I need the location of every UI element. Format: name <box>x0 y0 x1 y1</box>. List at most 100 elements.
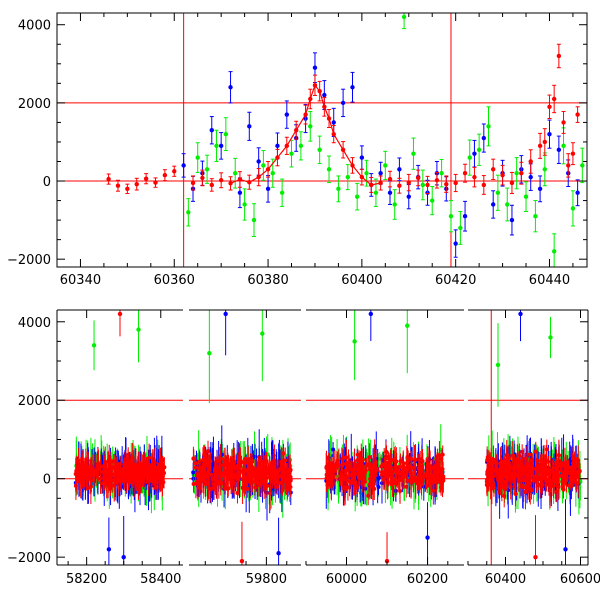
blue-data-point <box>209 128 214 133</box>
red-data-point <box>204 474 209 479</box>
red-data-point <box>353 484 358 489</box>
red-data-point <box>145 464 150 469</box>
red-data-point <box>398 458 403 463</box>
red-data-point <box>523 468 528 473</box>
green-data-point <box>326 167 332 172</box>
red-data-point <box>208 472 213 477</box>
red-data-point <box>228 472 233 477</box>
red-data-point <box>519 171 524 176</box>
red-data-point <box>129 474 134 479</box>
red-data-point <box>509 180 515 186</box>
red-data-point <box>501 474 506 479</box>
green-data-point <box>261 163 266 168</box>
green-data-point <box>251 217 257 223</box>
red-data-point <box>425 182 430 188</box>
red-data-point <box>406 180 411 185</box>
red-data-point <box>444 181 449 187</box>
green-data-point <box>486 124 491 129</box>
red-data-point <box>201 466 206 471</box>
blue-data-point <box>265 186 271 192</box>
red-data-point <box>453 180 458 186</box>
green-data-point <box>505 202 510 207</box>
red-data-point <box>547 104 552 109</box>
y-tick-label: 4000 <box>18 316 51 331</box>
red-data-point <box>485 469 490 474</box>
green-data-point <box>523 194 529 199</box>
red-data-point <box>172 169 177 174</box>
blue-data-point <box>575 190 580 195</box>
red-data-point <box>207 467 212 472</box>
red-data-point <box>513 491 518 496</box>
blue-data-point <box>462 214 468 219</box>
x-tick-label: 60200 <box>407 572 448 587</box>
red-data-point <box>495 469 500 474</box>
green-data-point <box>308 124 313 129</box>
red-data-point <box>160 477 165 482</box>
y-tick-label: 0 <box>43 175 51 190</box>
red-data-point <box>540 482 545 487</box>
red-data-point <box>384 472 389 477</box>
red-data-point <box>481 182 487 188</box>
green-data-point <box>317 147 322 152</box>
red-data-point <box>214 479 219 484</box>
red-data-point <box>153 180 158 185</box>
red-data-point <box>485 455 490 460</box>
red-data-point <box>500 172 505 178</box>
green-data-point <box>495 190 501 195</box>
green-data-point <box>354 194 360 199</box>
red-data-point <box>528 159 533 164</box>
red-data-point <box>106 176 111 182</box>
red-data-point <box>125 186 130 192</box>
green-data-point <box>533 214 538 219</box>
green-data-point <box>345 174 350 180</box>
x-tick-label: 58400 <box>140 572 181 587</box>
red-data-point <box>86 469 91 474</box>
red-data-point <box>408 470 413 475</box>
blue-data-point <box>547 131 552 137</box>
red-data-point <box>218 178 224 183</box>
green-data-point <box>561 143 566 149</box>
red-data-point <box>537 143 543 149</box>
red-data-point <box>218 456 223 461</box>
red-data-point <box>346 460 351 465</box>
green-data-point <box>279 190 285 195</box>
x-tick-label: 60340 <box>60 273 101 288</box>
blue-data-point <box>359 155 365 160</box>
green-data-point <box>405 323 410 328</box>
red-data-point <box>349 481 354 486</box>
green-data-point <box>551 249 557 254</box>
red-data-point <box>223 486 228 491</box>
green-data-point <box>91 343 97 348</box>
red-data-point <box>264 459 269 464</box>
red-data-point <box>144 470 149 475</box>
red-data-point <box>340 474 345 479</box>
red-data-point <box>340 463 345 468</box>
blue-data-point <box>322 92 327 98</box>
red-data-point <box>116 478 121 483</box>
red-data-point <box>556 53 562 59</box>
red-data-point <box>96 461 101 466</box>
green-data-point <box>392 202 397 207</box>
x-tick-label: 60400 <box>341 273 382 288</box>
red-data-point <box>230 479 235 484</box>
red-data-point <box>128 461 133 466</box>
y-tick-label: 2000 <box>18 394 51 409</box>
y-tick-label: −2000 <box>7 551 51 566</box>
blue-data-point <box>537 186 543 192</box>
red-data-point <box>343 485 348 490</box>
red-data-point <box>386 466 391 471</box>
red-data-point <box>499 459 504 464</box>
red-data-point <box>485 484 490 489</box>
red-data-point <box>193 465 198 470</box>
green-data-point <box>476 147 482 152</box>
blue-data-point <box>490 202 496 207</box>
red-data-point <box>511 466 516 471</box>
y-tick-label: −2000 <box>7 253 51 268</box>
red-data-point <box>426 464 431 469</box>
red-data-point <box>563 475 568 480</box>
red-data-point <box>281 463 286 468</box>
red-data-point <box>143 176 149 181</box>
red-data-point <box>417 472 422 477</box>
red-data-point <box>281 451 286 456</box>
